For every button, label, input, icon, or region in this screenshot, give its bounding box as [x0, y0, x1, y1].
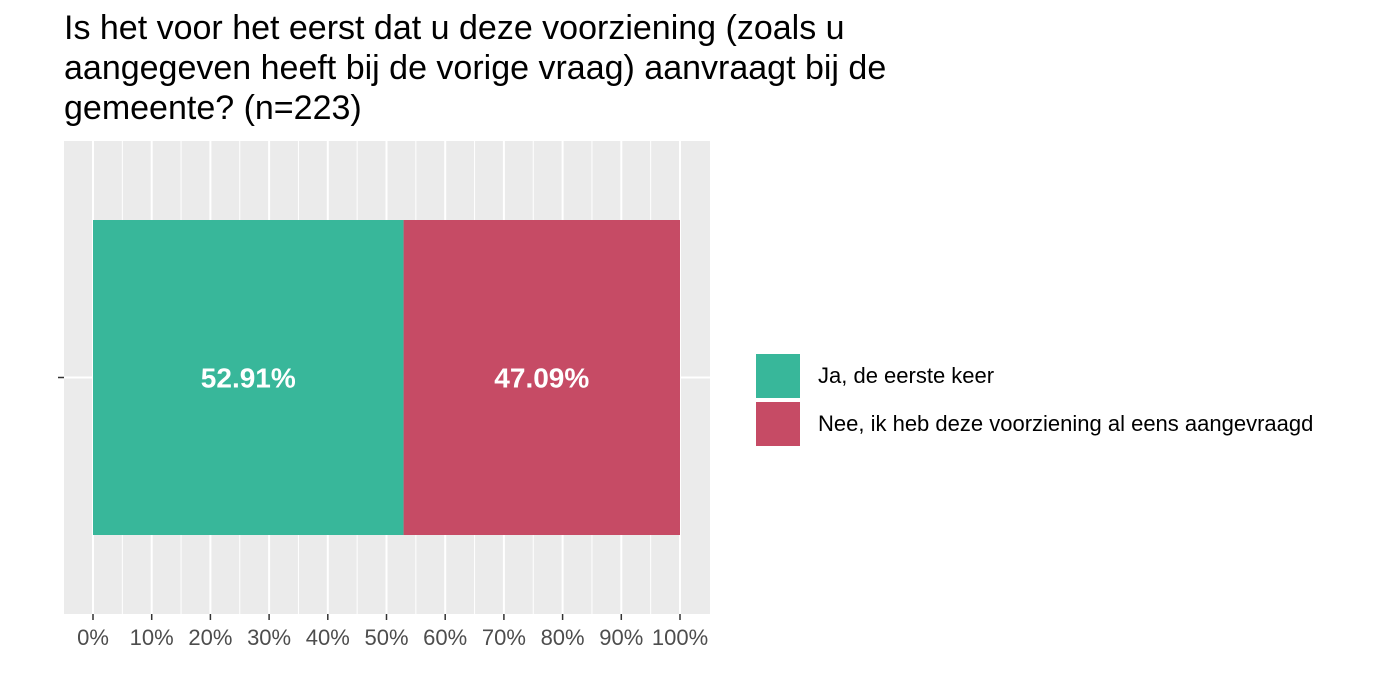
- legend-key-ja: [756, 354, 800, 398]
- x-tick-label: 70%: [482, 625, 526, 650]
- x-tick-label: 0%: [77, 625, 109, 650]
- x-tick-label: 10%: [130, 625, 174, 650]
- x-tick-label: 80%: [541, 625, 585, 650]
- x-tick-label: 60%: [423, 625, 467, 650]
- bar-segment-1: [403, 220, 680, 535]
- chart-title: Is het voor het eerst dat u deze voorzie…: [64, 9, 887, 127]
- legend-item-nee: Nee, ik heb deze voorziening al eens aan…: [756, 400, 1313, 448]
- x-tick-label: 100%: [652, 625, 708, 650]
- x-tick-label: 20%: [188, 625, 232, 650]
- x-tick-label: 30%: [247, 625, 291, 650]
- legend-label-ja: Ja, de eerste keer: [818, 363, 995, 388]
- legend-item-ja: Ja, de eerste keer: [756, 352, 1313, 400]
- data-label-1: 47.09%: [494, 363, 589, 394]
- data-label-0: 52.91%: [201, 363, 296, 394]
- x-tick-label: 50%: [364, 625, 408, 650]
- legend-label-nee: Nee, ik heb deze voorziening al eens aan…: [818, 411, 1314, 436]
- legend: Ja, de eerste keer Nee, ik heb deze voor…: [756, 352, 1313, 448]
- x-tick-label: 90%: [599, 625, 643, 650]
- legend-key-nee: [756, 402, 800, 446]
- x-tick-label: 40%: [306, 625, 350, 650]
- bar-segment-0: [93, 220, 404, 535]
